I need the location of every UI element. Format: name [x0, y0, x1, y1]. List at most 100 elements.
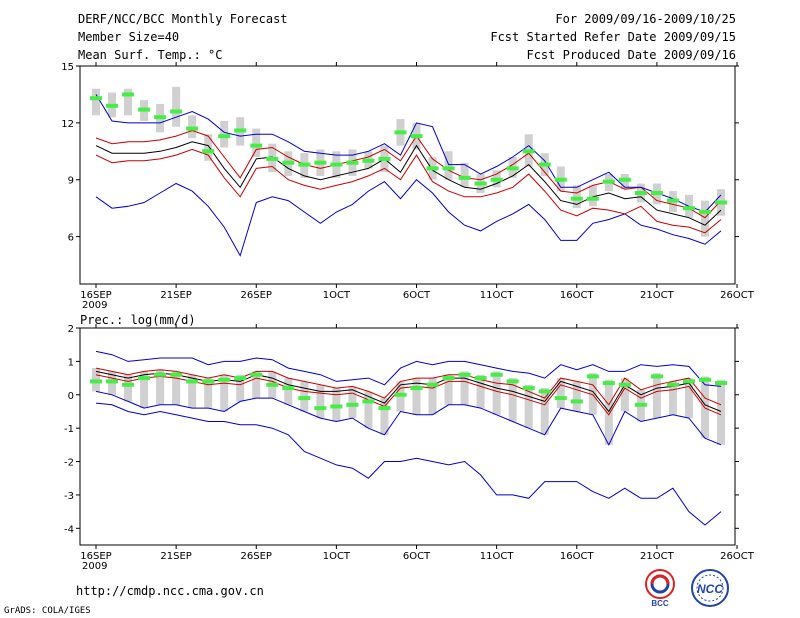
- grads-credit: GrADS: COLA/IGES: [4, 606, 91, 616]
- spread-box: [252, 128, 261, 157]
- x-tick-label: 16SEP: [80, 290, 111, 301]
- median-marker: [410, 134, 423, 139]
- y-tick-label: -2: [64, 458, 74, 469]
- median-marker: [666, 382, 679, 387]
- median-marker: [218, 377, 231, 382]
- median-marker: [458, 175, 471, 180]
- median-marker: [715, 381, 727, 386]
- x-tick-label: 11OCT: [480, 290, 515, 301]
- spread-box: [252, 371, 261, 399]
- y-tick-label: 2: [68, 324, 74, 335]
- spread-box: [700, 200, 709, 237]
- median-marker: [682, 379, 695, 384]
- median-marker: [426, 166, 439, 171]
- panel-2: -4 -3 -2 -1 0 1 2 16SEP 21SEP 26SEP 1OCT 6OCT 11OCT 1…: [64, 313, 755, 572]
- spread-box: [188, 374, 197, 409]
- x-tick-label: 16SEP: [80, 551, 111, 562]
- median-marker: [170, 109, 183, 114]
- spread-box: [428, 378, 437, 415]
- x-tick-label: 26SEP: [241, 551, 272, 562]
- spread-box: [236, 374, 245, 402]
- median-marker: [490, 372, 503, 377]
- spread-box: [668, 381, 677, 415]
- median-marker: [282, 160, 295, 165]
- min-line: [95, 390, 722, 446]
- median-marker: [570, 399, 583, 404]
- spread-box: [348, 386, 357, 419]
- forecast-produced: Fcst Produced Date 2009/09/16: [526, 48, 736, 62]
- median-marker: [538, 389, 551, 394]
- x-tick-label: 26SEP: [241, 290, 272, 301]
- x-tick-label: 1OCT: [323, 290, 351, 301]
- median-marker: [458, 372, 471, 377]
- median-marker: [298, 162, 311, 167]
- min-line: [95, 94, 722, 213]
- spread-box: [652, 373, 661, 419]
- chart-title: DERF/NCC/BCC Monthly Forecast: [78, 12, 288, 26]
- year-label: 2009: [82, 300, 107, 311]
- spread-box: [476, 374, 485, 409]
- median-marker: [138, 376, 151, 381]
- spread-box: [460, 162, 469, 188]
- member-size: Member Size=40: [78, 30, 180, 44]
- median-marker: [554, 396, 567, 401]
- median-marker: [282, 386, 295, 391]
- x-tick-label: 21SEP: [160, 290, 191, 301]
- median-marker: [378, 156, 391, 161]
- median-marker: [666, 198, 679, 203]
- source-url[interactable]: http://cmdp.ncc.cma.gov.cn: [76, 584, 264, 598]
- spread-box: [380, 398, 389, 435]
- median-marker: [90, 379, 102, 384]
- spread-box: [572, 381, 581, 412]
- median-marker: [698, 377, 711, 382]
- median-marker: [266, 156, 279, 161]
- median-marker: [330, 162, 343, 167]
- ncc-logo: NCC: [691, 569, 729, 607]
- y-tick-label: -3: [64, 491, 74, 502]
- spread-box: [620, 378, 629, 412]
- variable-label: Mean Surf. Temp.: °C: [78, 48, 223, 62]
- median-marker: [186, 379, 199, 384]
- spread-box: [412, 378, 421, 415]
- mean-line: [95, 141, 722, 226]
- y-tick-label: -1: [64, 424, 74, 435]
- x-tick-label: 6OCT: [403, 290, 431, 301]
- x-tick-label: 21SEP: [160, 551, 191, 562]
- spread-box: [556, 378, 565, 409]
- median-marker: [394, 392, 407, 397]
- spread-box: [124, 374, 133, 402]
- spread-box: [460, 371, 469, 405]
- median-marker: [330, 404, 343, 409]
- median-marker: [186, 126, 199, 131]
- y-tick-label: 9: [68, 176, 74, 187]
- median-marker: [618, 382, 631, 387]
- median-marker: [378, 406, 391, 411]
- spread-box: [492, 371, 501, 415]
- y-tick-label: 1: [68, 357, 74, 368]
- bcc-logo-text: BCC: [651, 599, 669, 608]
- median-marker: [650, 374, 663, 379]
- y-tick-label: 0: [68, 391, 74, 402]
- spread-box: [220, 374, 229, 412]
- x-tick-label: 11OCT: [480, 551, 515, 562]
- median-marker: [618, 177, 631, 182]
- median-marker: [522, 149, 535, 154]
- median-marker: [154, 115, 167, 120]
- spread-box: [588, 185, 597, 207]
- floor-line: [95, 402, 722, 526]
- median-marker: [362, 399, 375, 404]
- median-marker: [698, 209, 711, 214]
- median-marker: [250, 372, 263, 377]
- p25-line: [95, 374, 722, 416]
- median-marker: [170, 372, 183, 377]
- max-line: [95, 350, 722, 387]
- spread-box: [172, 371, 181, 405]
- spread-box: [156, 369, 165, 405]
- median-marker: [346, 402, 359, 407]
- median-marker: [650, 191, 663, 196]
- p75-line: [95, 129, 722, 219]
- spread-box: [684, 378, 693, 419]
- x-tick-label: 16OCT: [560, 551, 595, 562]
- median-marker: [314, 406, 327, 411]
